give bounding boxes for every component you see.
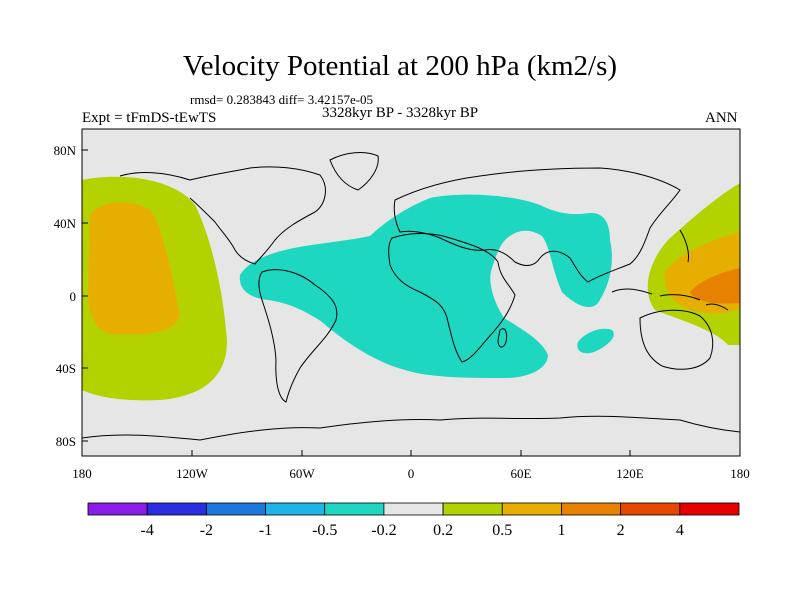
colorbar-label: -4 <box>141 522 154 539</box>
colorbar-label: -2 <box>200 522 213 539</box>
experiment-label: Expt = tFmDS-tEwTS <box>82 110 217 126</box>
southern-ocean-anomaly <box>577 328 614 354</box>
pacific-anomaly-inner <box>88 202 180 335</box>
lat-tick-0: 0 <box>70 289 77 304</box>
lat-tick-40s: 40S <box>56 361 76 376</box>
map-plot-area <box>82 129 740 456</box>
lon-tick-60w: 60W <box>289 466 315 481</box>
latitude-axis: 80N 40N 0 40S 80S <box>54 143 88 449</box>
colorbar-cell <box>561 502 622 516</box>
madagascar-coast <box>497 328 508 348</box>
lat-tick-40n: 40N <box>54 216 77 231</box>
lon-tick-120e: 120E <box>616 466 644 481</box>
colorbar-label: -1 <box>259 522 272 539</box>
colorbar-label: 4 <box>676 522 684 539</box>
colorbar-cell <box>324 502 385 516</box>
colorbar: -4 -2 -1 -0.5 -0.2 0.2 0.5 1 2 4 <box>87 502 740 539</box>
colorbar-cell <box>146 502 207 516</box>
longitude-axis: 180 120W 60W 0 60E 120E 180 <box>72 450 750 481</box>
greenland-coast <box>329 152 379 191</box>
colorbar-cell <box>87 502 148 516</box>
colorbar-cell <box>620 502 681 516</box>
lon-tick-60e: 60E <box>511 466 532 481</box>
antarctica-coast <box>82 415 740 441</box>
colorbar-labels: -4 -2 -1 -0.5 -0.2 0.2 0.5 1 2 4 <box>141 522 684 539</box>
japan-coast <box>679 229 689 263</box>
map-title: Velocity Potential at 200 hPa (km2/s) <box>182 50 618 82</box>
indonesia-coast <box>611 288 729 311</box>
colorbar-cell <box>442 502 503 516</box>
period-label: 3328kyr BP - 3328kyr BP <box>322 105 479 121</box>
colorbar-label: -0.2 <box>371 522 396 539</box>
south-america-coast <box>258 269 338 403</box>
season-label: ANN <box>705 110 738 126</box>
eurasia-coast <box>393 167 681 283</box>
colorbar-cell <box>265 502 326 516</box>
stats-label: rmsd= 0.283843 diff= 3.42157e-05 <box>190 92 374 107</box>
colorbar-cell <box>383 502 444 516</box>
colorbar-label: 1 <box>557 522 565 539</box>
colorbar-label: 0.2 <box>433 522 453 539</box>
colorbar-label: 0.5 <box>492 522 512 539</box>
north-america-coast <box>119 166 326 265</box>
lat-tick-80s: 80S <box>56 434 76 449</box>
lon-tick-120w: 120W <box>176 466 209 481</box>
atlantic-africa-anomaly <box>239 194 612 378</box>
lon-tick-0: 0 <box>408 466 415 481</box>
coastlines <box>82 152 740 441</box>
colorbar-cell <box>501 502 562 516</box>
colorbar-label: -0.5 <box>312 522 337 539</box>
lon-tick-180e: 180 <box>730 466 750 481</box>
colorbar-label: 2 <box>617 522 625 539</box>
maritime-anomaly-inner <box>690 268 740 304</box>
lon-tick-180w: 180 <box>72 466 92 481</box>
africa-coast <box>388 233 516 363</box>
colorbar-cells <box>87 502 740 516</box>
colorbar-cell <box>205 502 266 516</box>
lat-tick-80n: 80N <box>54 143 77 158</box>
colorbar-cell <box>679 502 740 516</box>
australia-coast <box>639 309 714 370</box>
